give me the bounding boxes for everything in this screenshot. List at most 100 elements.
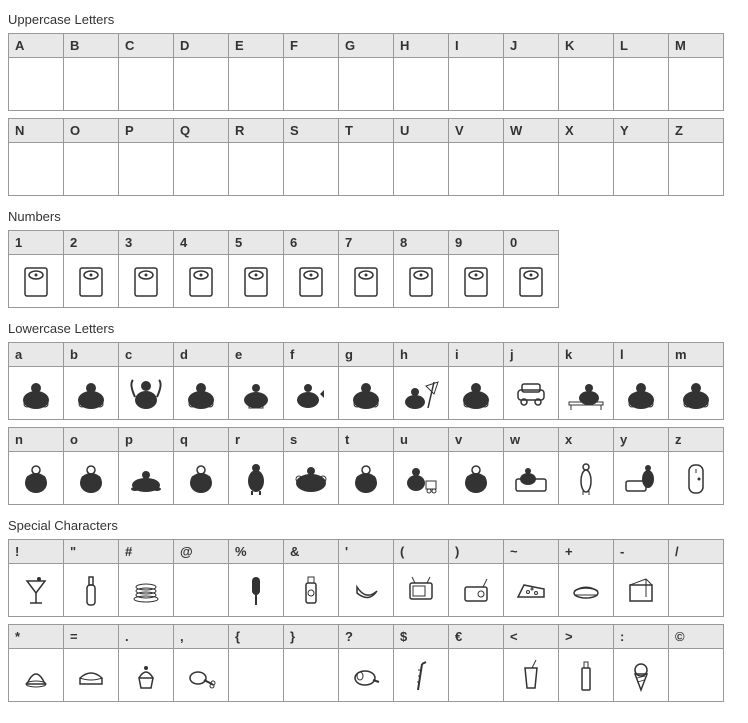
section-title: Uppercase Letters [8, 12, 740, 27]
char-cell: 8 [393, 230, 449, 308]
char-glyph [229, 143, 283, 195]
char-glyph [504, 564, 558, 616]
char-label: 4 [174, 231, 228, 255]
char-glyph [229, 58, 283, 110]
char-cell: 9 [448, 230, 504, 308]
char-label: / [669, 540, 723, 564]
char-label: x [559, 428, 613, 452]
blank-icon [180, 148, 222, 190]
char-cell: e [228, 342, 284, 420]
char-glyph [119, 452, 173, 504]
char-grid: 1234567890 [8, 230, 740, 307]
char-glyph [504, 58, 558, 110]
scale-icon [235, 260, 277, 302]
char-glyph [394, 143, 448, 195]
char-label: * [9, 625, 63, 649]
char-cell: { [228, 624, 284, 702]
char-glyph [64, 452, 118, 504]
char-cell: q [173, 427, 229, 505]
blank-icon [125, 63, 167, 105]
char-glyph [559, 564, 613, 616]
char-glyph [9, 649, 63, 701]
char-cell: r [228, 427, 284, 505]
char-cell: " [63, 539, 119, 617]
blank-icon [235, 148, 277, 190]
char-glyph [669, 58, 723, 110]
char-label: i [449, 343, 503, 367]
char-glyph [394, 452, 448, 504]
char-cell: B [63, 33, 119, 111]
char-label: D [174, 34, 228, 58]
char-cell: s [283, 427, 339, 505]
char-glyph [284, 649, 338, 701]
fat-sit-icon [620, 372, 662, 414]
char-cell: - [613, 539, 669, 617]
char-cell: X [558, 118, 614, 196]
char-glyph [284, 255, 338, 307]
char-glyph [174, 255, 228, 307]
section-title: Lowercase Letters [8, 321, 740, 336]
char-cell: w [503, 427, 559, 505]
blank-icon [345, 63, 387, 105]
char-glyph [9, 143, 63, 195]
char-glyph [559, 452, 613, 504]
char-cell: * [8, 624, 64, 702]
scale-icon [290, 260, 332, 302]
char-cell: H [393, 33, 449, 111]
char-cell: l [613, 342, 669, 420]
char-glyph [449, 452, 503, 504]
char-glyph [174, 564, 228, 616]
char-cell: $ [393, 624, 449, 702]
char-label: a [9, 343, 63, 367]
char-glyph [614, 564, 668, 616]
char-glyph [119, 58, 173, 110]
char-label: } [284, 625, 338, 649]
char-label: ~ [504, 540, 558, 564]
char-cell: C [118, 33, 174, 111]
char-label: b [64, 343, 118, 367]
blank-icon [400, 148, 442, 190]
popsicle-icon [235, 569, 277, 611]
blank-icon [510, 148, 552, 190]
blank-icon [675, 569, 717, 611]
char-cell: d [173, 342, 229, 420]
char-glyph [119, 649, 173, 701]
char-glyph [339, 564, 393, 616]
char-cell: 3 [118, 230, 174, 308]
char-glyph [394, 58, 448, 110]
char-label: N [9, 119, 63, 143]
fat-back-icon [70, 457, 112, 499]
char-label: K [559, 34, 613, 58]
fat-sit-icon [675, 372, 717, 414]
fat-umbrella-icon [400, 372, 442, 414]
char-glyph [559, 367, 613, 419]
blank-icon [345, 148, 387, 190]
char-cell: L [613, 33, 669, 111]
char-glyph [339, 58, 393, 110]
char-glyph [449, 564, 503, 616]
char-label: € [449, 625, 503, 649]
blank-icon [70, 148, 112, 190]
char-label: ' [339, 540, 393, 564]
cake-icon [620, 569, 662, 611]
char-glyph [559, 649, 613, 701]
char-glyph [449, 143, 503, 195]
char-label: U [394, 119, 448, 143]
char-glyph [174, 649, 228, 701]
scale-icon [510, 260, 552, 302]
char-label: = [64, 625, 118, 649]
char-label: R [229, 119, 283, 143]
char-glyph [9, 564, 63, 616]
char-label: p [119, 428, 173, 452]
char-glyph [174, 452, 228, 504]
char-cell: ( [393, 539, 449, 617]
char-label: g [339, 343, 393, 367]
char-cell: = [63, 624, 119, 702]
char-glyph [64, 143, 118, 195]
char-cell: M [668, 33, 724, 111]
char-label: o [64, 428, 118, 452]
char-glyph [449, 58, 503, 110]
char-cell: c [118, 342, 174, 420]
char-cell: T [338, 118, 394, 196]
char-glyph [229, 452, 283, 504]
